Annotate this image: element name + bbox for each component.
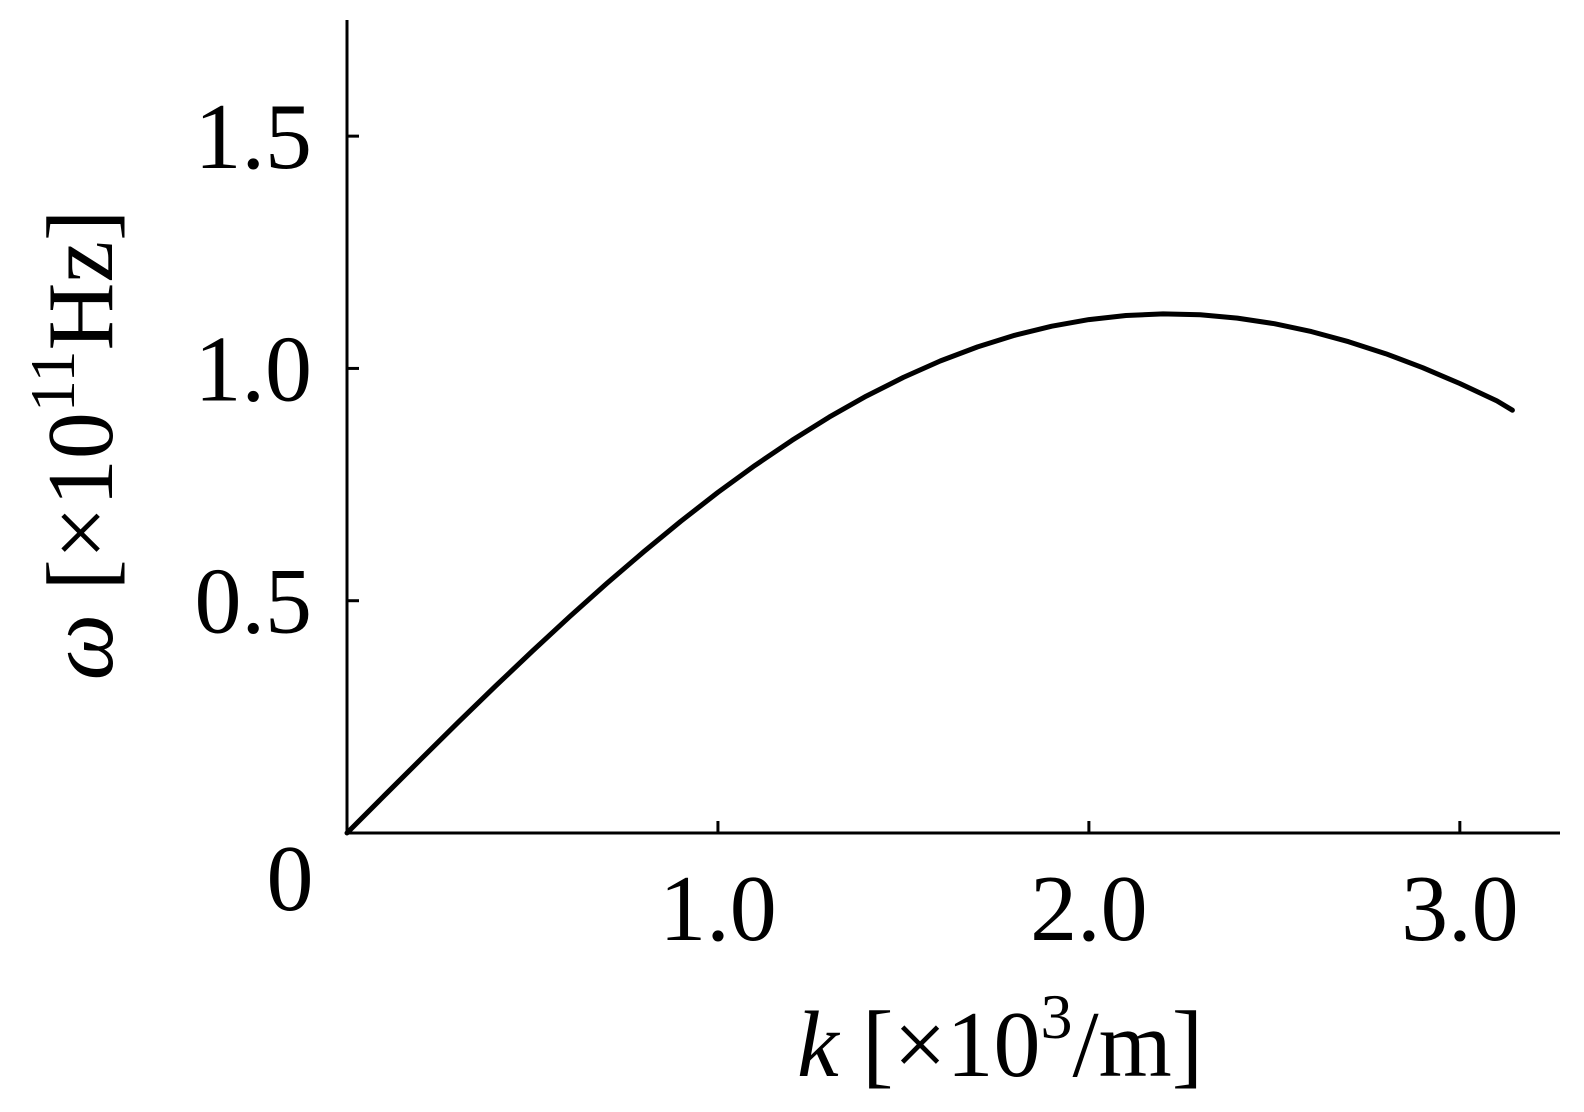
y-axis-suffix: Hz] xyxy=(29,210,133,351)
plot-area xyxy=(344,311,1515,836)
y-axis-prefix: [×10 xyxy=(29,412,133,614)
y-axis-symbol: ω xyxy=(29,614,133,680)
x-axis-prefix: [×10 xyxy=(839,993,1041,1097)
y-axis-exponent: 11 xyxy=(17,351,88,413)
x-ticks: 1.0 2.0 3.0 xyxy=(659,821,1519,961)
y-tick-label: 1.5 xyxy=(195,85,313,189)
y-tick-label: 0.5 xyxy=(195,550,313,654)
y-ticks: 0.5 1.0 1.5 xyxy=(195,85,359,654)
x-axis-exponent: 3 xyxy=(1041,981,1073,1052)
x-tick-label: 2.0 xyxy=(1030,857,1148,961)
x-axis-label: k [×103/m] xyxy=(797,981,1203,1097)
x-axis-suffix: /m] xyxy=(1073,993,1204,1097)
series-line xyxy=(344,311,1515,836)
y-axis-label: ω [×1011Hz] xyxy=(17,210,133,681)
x-tick-label: 1.0 xyxy=(659,857,777,961)
x-axis-symbol: k xyxy=(797,993,841,1097)
x-tick-label: 3.0 xyxy=(1401,857,1519,961)
origin-label: 0 xyxy=(267,827,314,931)
y-tick-label: 1.0 xyxy=(195,317,313,421)
